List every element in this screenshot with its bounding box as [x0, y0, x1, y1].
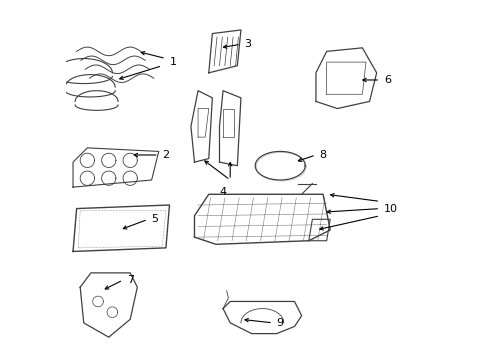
- Text: 7: 7: [126, 275, 134, 285]
- Text: 4: 4: [219, 187, 226, 197]
- Text: 5: 5: [151, 214, 158, 224]
- Text: 6: 6: [383, 75, 390, 85]
- Text: 1: 1: [169, 57, 176, 67]
- Text: 3: 3: [244, 39, 251, 49]
- Text: 9: 9: [276, 318, 283, 328]
- Text: 8: 8: [319, 150, 326, 160]
- Text: 10: 10: [383, 203, 397, 213]
- Text: 2: 2: [162, 150, 169, 160]
